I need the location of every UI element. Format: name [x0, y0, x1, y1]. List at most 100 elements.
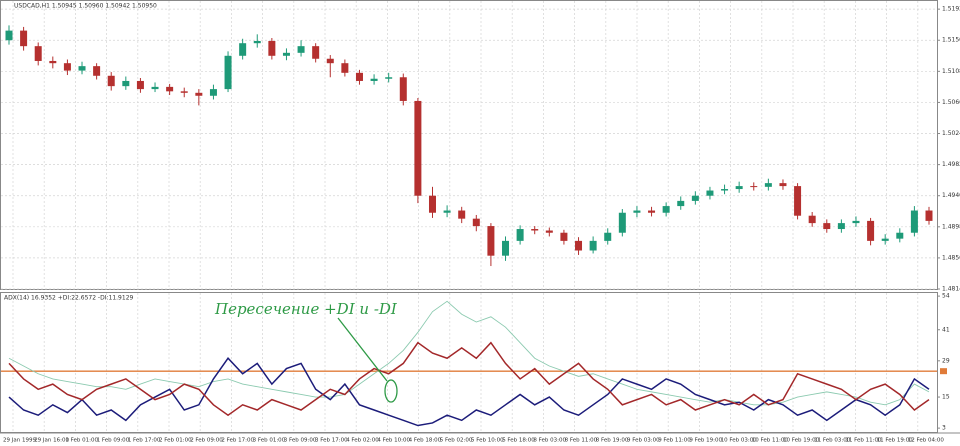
- candle-body: [735, 186, 743, 190]
- x-tick-label: 5 Feb 18:00: [502, 438, 535, 444]
- candle-body: [618, 212, 626, 233]
- candle-body: [808, 215, 816, 224]
- candle-body: [297, 46, 305, 53]
- y-tick-label: 1.50240: [942, 130, 960, 137]
- candle-body: [458, 210, 466, 219]
- candle-body: [472, 218, 480, 227]
- candle-body: [443, 210, 451, 213]
- price-title: USDCAD,H1 1.50945 1.50960 1.50942 1.5095…: [14, 3, 157, 10]
- candle-body: [531, 229, 539, 231]
- indicator-title: ADX(14) 16.9352 +DI:22.6572 -DI:11.9129: [4, 295, 134, 302]
- candle-body: [20, 30, 28, 47]
- x-tick-label: 12 Feb 04:00: [908, 438, 945, 444]
- candle-body: [881, 238, 889, 241]
- candle-body: [560, 232, 568, 241]
- x-tick-label: 8 Feb 19:00: [596, 438, 629, 444]
- candle-body: [691, 195, 699, 201]
- x-tick-label: 10 Feb 11:00: [752, 438, 789, 444]
- annotation-arrow: [337, 317, 388, 382]
- candle-body: [93, 66, 101, 76]
- x-tick-label: 9 Feb 19:00: [689, 438, 722, 444]
- x-tick-label: 8 Feb 11:00: [565, 438, 598, 444]
- y-tick-label: 29: [942, 357, 950, 364]
- candle-body: [49, 60, 57, 64]
- candle-body: [136, 80, 144, 90]
- candle-body: [662, 206, 670, 213]
- candle-body: [706, 190, 714, 196]
- y-tick-label: 1.48560: [942, 254, 960, 261]
- y-tick-label: 41: [942, 326, 950, 333]
- indicator-line: [8, 341, 930, 417]
- candle-body: [122, 80, 130, 87]
- candle-body: [209, 89, 217, 96]
- y-tick-label: 1.51920: [942, 6, 960, 13]
- x-tick-label: 29 Jan 1999: [3, 438, 36, 444]
- y-tick-label: 1.49400: [942, 192, 960, 199]
- annotation: Пересечение +DI и -DI: [214, 300, 398, 318]
- x-tick-label: 1 Feb 01:00: [65, 438, 98, 444]
- candle-body: [750, 186, 758, 188]
- candle-body: [910, 210, 918, 233]
- candle-body: [837, 223, 845, 230]
- y-tick-label: 1.51080: [942, 68, 960, 75]
- x-tick-label: 11 Feb 03:00: [814, 438, 851, 444]
- y-tick-label: 1.48140: [942, 286, 960, 293]
- candle-body: [151, 86, 159, 90]
- candle-body: [502, 240, 510, 256]
- x-tick-label: 8 Feb 03:00: [533, 438, 566, 444]
- x-tick-label: 5 Feb 02:00: [440, 438, 473, 444]
- candle-body: [589, 240, 597, 251]
- candle-body: [925, 210, 933, 221]
- candle-body: [516, 229, 524, 241]
- candle-body: [5, 30, 13, 41]
- candle-body: [355, 72, 363, 81]
- candle-body: [604, 232, 612, 241]
- candle-body: [312, 46, 320, 59]
- x-tick-label: 29 Jan 16:00: [34, 438, 69, 444]
- candle-body: [721, 189, 729, 191]
- candle-body: [34, 46, 42, 61]
- candle-body: [180, 91, 188, 93]
- price-panel: [0, 0, 938, 290]
- x-tick-label: 1 Feb 09:00: [97, 438, 130, 444]
- candle-body: [239, 43, 247, 56]
- x-tick-label: 10 Feb 19:00: [783, 438, 820, 444]
- x-tick-label: 2 Feb 01:00: [159, 438, 192, 444]
- level-marker: [940, 368, 947, 375]
- candle-body: [794, 186, 802, 216]
- x-tick-label: 3 Feb 09:00: [284, 438, 317, 444]
- y-tick-label: 54: [942, 293, 950, 300]
- candle-body: [575, 240, 583, 251]
- candle-body: [414, 100, 422, 196]
- candle-body: [166, 86, 174, 92]
- x-tick-label: 2 Feb 09:00: [190, 438, 223, 444]
- candle-body: [326, 58, 334, 64]
- y-tick-label: 1.51500: [942, 37, 960, 44]
- candle-body: [633, 210, 641, 213]
- candle-body: [428, 195, 436, 213]
- candle-body: [779, 183, 787, 187]
- candle-body: [399, 77, 407, 101]
- candle-body: [195, 92, 203, 96]
- x-tick-label: 10 Feb 03:00: [721, 438, 758, 444]
- candle-body: [677, 200, 685, 207]
- x-tick-label: 2 Feb 17:00: [221, 438, 254, 444]
- candle-body: [867, 220, 875, 241]
- annotation-circle: [384, 379, 398, 403]
- candle-body: [385, 77, 393, 79]
- candle-body: [253, 40, 261, 44]
- x-tick-label: 4 Feb 10:00: [377, 438, 410, 444]
- x-tick-label: 5 Feb 10:00: [471, 438, 504, 444]
- candle-body: [896, 232, 904, 239]
- x-tick-label: 1 Feb 17:00: [128, 438, 161, 444]
- candle-body: [268, 40, 276, 56]
- x-tick-label: 3 Feb 17:00: [315, 438, 348, 444]
- indicator-line: [8, 300, 930, 406]
- x-tick-label: 11 Feb 19:00: [877, 438, 914, 444]
- candle-body: [224, 55, 232, 90]
- y-tick-label: 15: [942, 394, 950, 401]
- y-tick-label: 1.48980: [942, 223, 960, 230]
